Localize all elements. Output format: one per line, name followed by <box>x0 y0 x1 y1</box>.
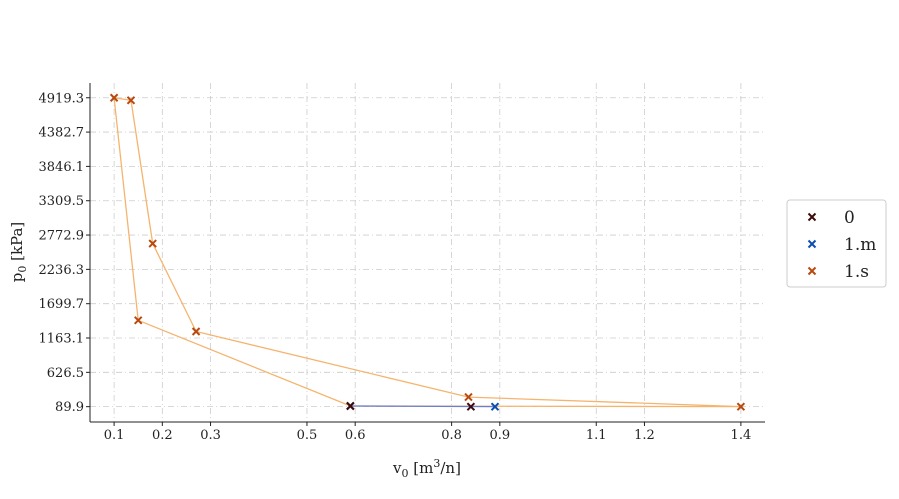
axes <box>89 83 765 423</box>
data-point-1-m <box>490 402 500 411</box>
legend-label: 0 <box>844 208 855 228</box>
series-points <box>109 93 746 411</box>
data-point-0 <box>346 401 355 411</box>
x-axis-label: v0 [m3/n] <box>392 457 461 480</box>
x-tick-label: 0.8 <box>441 428 462 443</box>
x-ticks: 0.1 0.2 0.3 0.5 0.6 0.8 0.9 1.1 1.2 1.4 <box>104 422 751 443</box>
x-tick-label: 0.5 <box>297 428 318 443</box>
legend-label: 1.s <box>844 262 869 282</box>
data-point-1-s <box>148 239 157 248</box>
x-tick-label: 0.3 <box>200 428 221 443</box>
series-lines <box>113 97 741 408</box>
data-point-0 <box>466 402 476 411</box>
y-tick-label: 3309.5 <box>39 194 85 209</box>
grid <box>90 83 765 422</box>
legend-marker-1-s <box>807 266 817 276</box>
y-tick-label: 4382.7 <box>39 126 85 141</box>
x-tick-label: 1.2 <box>634 428 655 443</box>
data-point-1-s <box>134 316 143 325</box>
data-point-1-s <box>109 93 119 102</box>
y-tick-label: 1699.7 <box>39 297 85 312</box>
legend-marker-1-m <box>807 239 817 249</box>
y-tick-label: 2236.3 <box>39 263 85 278</box>
data-point-1-s <box>126 96 136 105</box>
data-point-1-s <box>464 392 473 402</box>
legend-box <box>786 199 887 288</box>
data-point-1-s <box>736 402 746 411</box>
x-tick-label: 1.1 <box>586 428 607 443</box>
x-tick-label: 0.6 <box>345 428 366 443</box>
legend: 0 1.m 1.s <box>786 199 887 288</box>
x-tick-label: 0.1 <box>104 428 125 443</box>
y-tick-label: 4919.3 <box>39 91 85 106</box>
series-line-1-m <box>350 405 496 408</box>
legend-label: 1.m <box>844 235 876 255</box>
y-tick-label: 626.5 <box>47 366 84 381</box>
series-line-1-s <box>113 97 741 408</box>
y-tick-label: 1163.1 <box>39 332 85 347</box>
y-ticks: 89.9 626.5 1163.1 1699.7 2236.3 2772.9 3309.5 3… <box>39 91 90 415</box>
data-point-1-s <box>191 327 201 336</box>
x-tick-label: 1.4 <box>731 428 752 443</box>
y-tick-label: 3846.1 <box>39 160 85 175</box>
x-tick-label: 0.2 <box>152 428 173 443</box>
y-tick-label: 2772.9 <box>39 229 85 244</box>
legend-marker-0 <box>807 212 817 222</box>
x-tick-label: 0.9 <box>489 428 510 443</box>
y-axis-label: p0 [kPa] <box>8 222 29 283</box>
y-tick-label: 89.9 <box>55 400 84 415</box>
